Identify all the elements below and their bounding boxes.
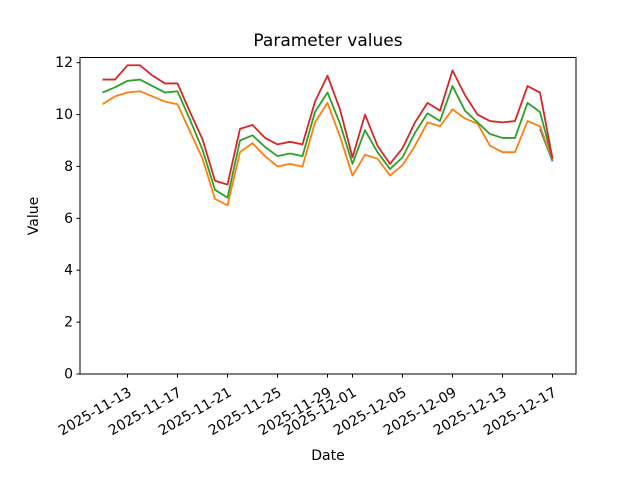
chart-title: Parameter values — [253, 31, 402, 51]
plot-border — [79, 57, 577, 375]
y-tick-label: 4 — [64, 263, 73, 279]
y-tick-label: 0 — [64, 367, 73, 383]
y-axis-label: Value — [26, 197, 42, 235]
x-axis-label: Date — [311, 448, 344, 464]
y-tick-label: 2 — [64, 315, 73, 331]
y-tick-label: 6 — [64, 211, 73, 227]
series-green-line — [102, 78, 554, 199]
series-orange-line — [102, 90, 554, 207]
series-red-line — [102, 64, 554, 186]
plot-area: 0246810122025-11-132025-11-172025-11-212… — [55, 55, 577, 439]
y-tick-label: 10 — [55, 107, 73, 123]
y-tick-label: 8 — [64, 159, 73, 175]
y-tick-label: 12 — [55, 55, 73, 71]
